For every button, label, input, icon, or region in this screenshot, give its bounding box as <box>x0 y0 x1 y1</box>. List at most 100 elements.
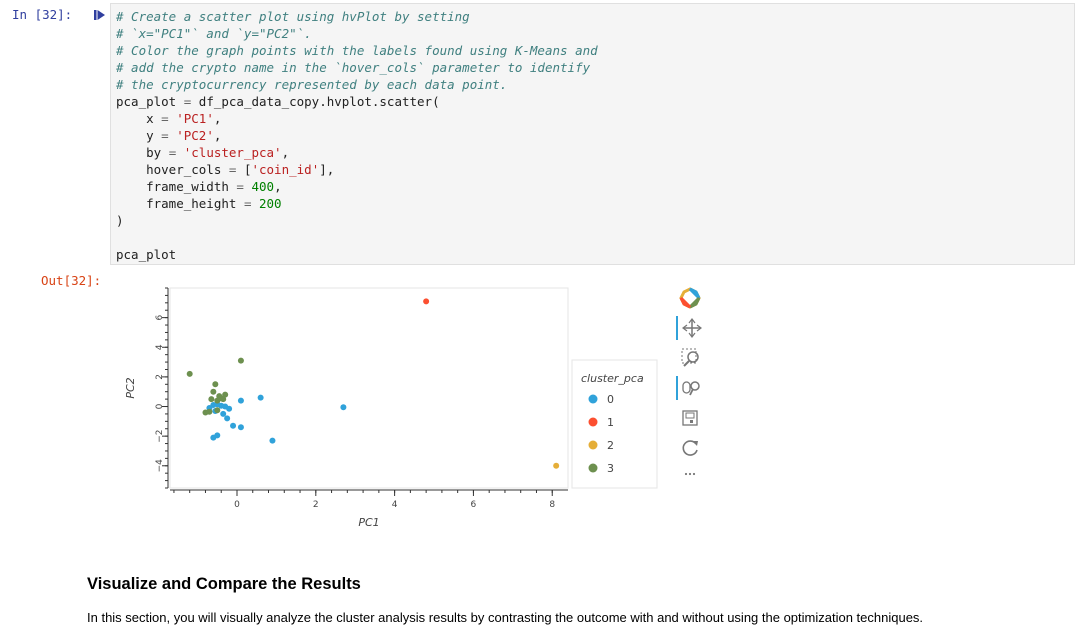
wheel-zoom-icon[interactable] <box>676 374 704 402</box>
code-token: = <box>243 196 252 211</box>
data-point <box>230 422 237 429</box>
code-token: , <box>281 145 290 160</box>
code-token <box>176 145 184 160</box>
code-line: # `x="PC1"` and `y="PC2"`. <box>116 26 312 41</box>
data-point <box>202 409 209 416</box>
x-tick-label: 0 <box>234 500 240 510</box>
code-line: # Create a scatter plot using hvPlot by … <box>116 9 470 24</box>
reset-icon[interactable] <box>676 434 704 462</box>
legend: cluster_pca 0 1 2 3 <box>571 359 658 489</box>
code-editor[interactable]: # Create a scatter plot using hvPlot by … <box>116 8 598 263</box>
code-token: ) <box>116 213 124 228</box>
code-token: 'PC2' <box>176 128 214 143</box>
code-line: y = 'PC2', <box>116 128 221 143</box>
data-point <box>224 415 231 422</box>
data-point <box>257 394 264 401</box>
code-token: 'cluster_pca' <box>183 145 282 160</box>
x-tick-label: 8 <box>549 500 555 510</box>
code-token: 200 <box>259 196 282 211</box>
code-token: 'PC1' <box>176 111 214 126</box>
code-token: frame_height <box>116 196 244 211</box>
y-tick-label: 4 <box>155 344 165 350</box>
code-line: # the cryptocurrency represented by each… <box>116 77 507 92</box>
code-token: by <box>116 145 169 160</box>
legend-label: 3 <box>607 462 614 475</box>
code-line: frame_width = 400, <box>116 179 282 194</box>
code-token: pca_plot <box>116 94 184 109</box>
y-tick-label: 0 <box>155 403 165 409</box>
save-icon[interactable] <box>676 404 704 432</box>
data-point <box>210 388 217 395</box>
y-tick-label: 6 <box>155 314 165 320</box>
code-token: 400 <box>251 179 275 194</box>
code-token: 'coin_id' <box>251 162 320 177</box>
code-token: # Create a scatter plot using hvPlot by … <box>116 9 470 24</box>
code-token: # `x="PC1"` and `y="PC2"`. <box>116 26 312 41</box>
legend-title: cluster_pca <box>581 372 644 385</box>
code-token: = <box>236 179 244 194</box>
scatter-plot[interactable]: 0 2 4 6 8 −4 −2 0 2 4 6 PC1 PC2 cluster_pca 0 1 2 3 <box>110 280 670 540</box>
x-tick-label: 4 <box>392 500 398 510</box>
x-axis-label: PC1 <box>358 516 379 529</box>
code-token: = <box>168 145 177 160</box>
legend-label: 1 <box>607 416 614 429</box>
legend-label: 2 <box>607 439 614 452</box>
data-point <box>218 395 225 402</box>
bokeh-logo-icon[interactable] <box>676 284 704 312</box>
code-line: pca_plot <box>116 247 176 262</box>
code-token: df_pca_data_copy.hvplot.scatter( <box>191 94 440 109</box>
code-token: ], <box>319 162 335 177</box>
data-point <box>553 462 560 469</box>
section-description: In this section, you will visually analy… <box>87 610 924 625</box>
data-point <box>186 370 193 377</box>
x-tick-label: 2 <box>313 500 319 510</box>
code-token: x <box>116 111 162 126</box>
code-token: hover_cols <box>116 162 229 177</box>
y-tick-label: 2 <box>155 374 165 380</box>
data-point <box>226 405 233 412</box>
code-line: # add the crypto name in the `hover_cols… <box>116 60 590 75</box>
code-line: pca_plot = df_pca_data_copy.hvplot.scatt… <box>116 94 440 109</box>
legend-marker <box>588 394 598 404</box>
input-prompt: In [32]: <box>12 7 73 22</box>
code-token: # the cryptocurrency represented by each… <box>116 77 508 92</box>
x-tick-label: 6 <box>471 500 477 510</box>
data-point <box>214 432 221 439</box>
plot-area <box>169 287 569 489</box>
legend-marker <box>588 440 598 450</box>
legend-label: 0 <box>607 393 614 406</box>
pan-icon[interactable] <box>676 314 704 342</box>
y-tick-label: −4 <box>155 459 165 473</box>
legend-marker <box>588 463 598 473</box>
code-token <box>251 196 259 211</box>
code-token: = <box>161 111 169 126</box>
data-point <box>423 298 430 305</box>
data-point <box>237 424 244 431</box>
more-icon[interactable] <box>676 460 704 488</box>
code-token: , <box>274 179 282 194</box>
data-point <box>222 391 229 398</box>
data-point <box>208 396 215 403</box>
data-point <box>237 397 244 404</box>
code-token: [ <box>236 162 252 177</box>
code-line: ) <box>116 213 124 228</box>
legend-marker <box>588 417 598 427</box>
code-line: by = 'cluster_pca', <box>116 145 289 160</box>
code-token: # add the crypto name in the `hover_cols… <box>116 60 591 75</box>
data-point <box>214 407 221 414</box>
box-zoom-icon[interactable] <box>676 344 704 372</box>
section-heading: Visualize and Compare the Results <box>87 575 361 593</box>
code-token: , <box>213 128 222 143</box>
code-line: # Color the graph points with the labels… <box>116 43 598 58</box>
code-cell[interactable]: # Create a scatter plot using hvPlot by … <box>110 3 1075 265</box>
data-point <box>220 410 227 417</box>
y-axis-label: PC2 <box>124 377 137 398</box>
code-token: y <box>116 128 162 143</box>
code-token: # Color the graph points with the labels… <box>116 43 598 58</box>
code-token: pca_plot <box>116 247 177 262</box>
code-token: = <box>228 162 237 177</box>
code-token: frame_width <box>116 179 237 194</box>
run-indicator-icon[interactable] <box>94 9 106 21</box>
data-point <box>212 381 219 388</box>
code-token: = <box>183 94 192 109</box>
